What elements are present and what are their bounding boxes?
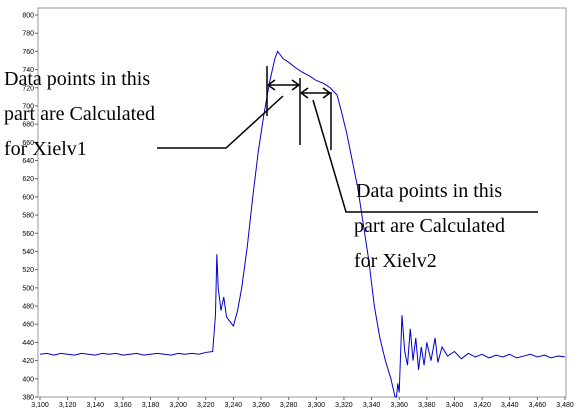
x-tick-label: 3,340 (363, 402, 381, 409)
data-line (39, 50, 566, 398)
y-tick-label: 720 (22, 85, 34, 92)
x-tick-label: 3,380 (418, 402, 436, 409)
x-tick-label: 3,120 (59, 402, 77, 409)
double-arrow (267, 79, 300, 91)
x-tick-label: 3,260 (252, 402, 270, 409)
x-tick-label: 3,240 (225, 402, 243, 409)
x-tick-label: 3,180 (142, 402, 160, 409)
y-tick-label: 420 (22, 358, 34, 365)
x-tick-label: 3,400 (446, 402, 464, 409)
annotation-text: Data points in this (4, 68, 150, 90)
leader-line (157, 95, 284, 149)
x-tick-label: 3,200 (169, 402, 187, 409)
x-tick-label: 3,480 (556, 402, 574, 409)
x-tick-label: 3,100 (31, 402, 49, 409)
y-tick-label: 500 (22, 285, 34, 292)
x-tick-label: 3,300 (308, 402, 326, 409)
y-tick-label: 520 (22, 267, 34, 274)
x-tick-label: 3,440 (501, 402, 519, 409)
y-tick-label: 380 (22, 395, 34, 402)
y-tick-label: 620 (22, 176, 34, 183)
y-tick-label: 600 (22, 194, 34, 201)
x-tick-label: 3,160 (114, 402, 132, 409)
x-tick-label: 3,220 (197, 402, 215, 409)
y-tick-label: 800 (22, 13, 34, 20)
annotation-2: Data points in this part are Calculated … (354, 180, 505, 272)
annotation-text: part are Calculated (4, 103, 155, 125)
y-tick-label: 580 (22, 213, 34, 220)
y-tick-label: 780 (22, 31, 34, 38)
annotation-text: Data points in this (356, 180, 502, 202)
x-tick-label: 3,460 (529, 402, 547, 409)
y-tick-label: 660 (22, 140, 34, 147)
leader-line (312, 99, 538, 213)
x-tick-label: 3,360 (390, 402, 408, 409)
y-tick-label: 740 (22, 67, 34, 74)
y-tick-label: 480 (22, 304, 34, 311)
x-tick-label: 3,280 (280, 402, 298, 409)
annotation-text: for Xielv2 (354, 250, 437, 272)
annotation-text: for Xielv1 (4, 138, 87, 160)
plot-frame (37, 7, 567, 398)
y-tick-label: 460 (22, 322, 34, 329)
y-tick-label: 640 (22, 158, 34, 165)
x-tick-label: 3,140 (86, 402, 104, 409)
annotation-arrows (157, 66, 538, 213)
x-tick-label: 3,320 (335, 402, 353, 409)
plot: 380 400 420 440 460 480 500 520 540 560 580 600 620 6… (22, 13, 574, 410)
double-arrow (300, 87, 331, 99)
y-tick-label: 440 (22, 340, 34, 347)
annotation-text: part are Calculated (354, 215, 505, 237)
annotation-1: Data points in this part are Calculated … (4, 68, 155, 160)
y-tick-label: 560 (22, 231, 34, 238)
y-tick-label: 400 (22, 376, 34, 383)
y-tick-label: 760 (22, 49, 34, 56)
y-tick-label: 540 (22, 249, 34, 256)
x-tick-label: 3,420 (473, 402, 491, 409)
y-tick-label: 680 (22, 122, 34, 129)
y-tick-label: 700 (22, 103, 34, 110)
